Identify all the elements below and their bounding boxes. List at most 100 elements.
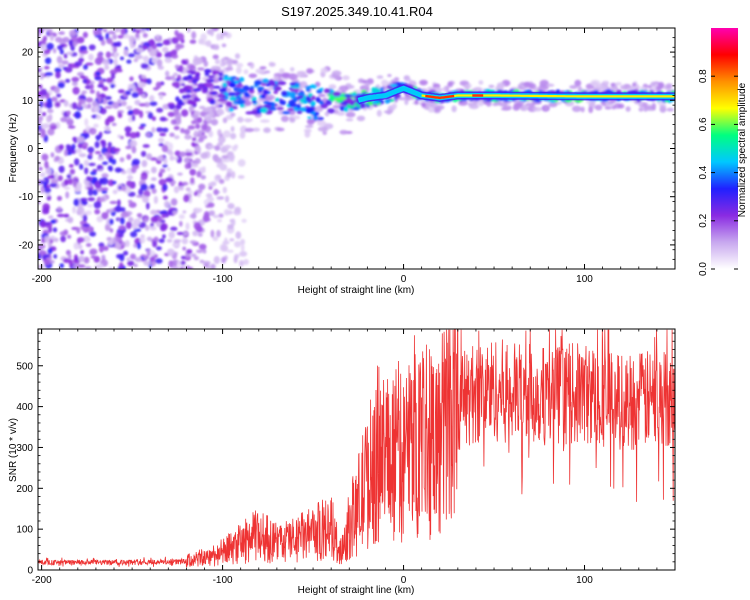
spectrogram-cell [186, 99, 194, 105]
spectrogram-cell [87, 188, 94, 196]
spectrogram-cell [96, 263, 104, 269]
spectrogram-cell [143, 255, 150, 260]
spectrogram-cell [102, 59, 110, 66]
spectrogram-cell [117, 112, 123, 119]
spectrogram-cell [76, 72, 85, 77]
spectrogram-cell [270, 82, 276, 86]
spectrogram-cell [169, 155, 175, 161]
spectrogram-cell [210, 118, 219, 126]
spectrogram-cell [197, 117, 203, 124]
spectrogram-cell [227, 203, 235, 210]
spectrogram-cell [84, 167, 89, 175]
spectrogram-cell [202, 214, 210, 222]
spectrogram-cell [127, 53, 136, 58]
spectrogram-cell [128, 35, 136, 43]
spectrogram-cell [66, 110, 71, 116]
spectrogram-cell [205, 79, 211, 82]
spectrogram-cell [82, 31, 88, 38]
spectrogram-cell [135, 132, 140, 136]
spectrogram-cell [344, 94, 353, 98]
spectrogram-cell [71, 102, 78, 110]
spectrogram-cell [126, 257, 131, 262]
spectrogram-cell [225, 101, 233, 107]
spectrogram-cell [81, 201, 88, 205]
spectrogram-cell [171, 74, 176, 81]
spectrogram-cell [118, 225, 126, 231]
spectrogram-cell [155, 81, 162, 89]
spectrogram-cell [101, 187, 109, 191]
spectrogram-cell [165, 177, 174, 183]
spectrogram-cell [223, 158, 230, 163]
spectrogram-cell [149, 256, 156, 262]
spectrogram-cell [205, 40, 212, 47]
spectrogram-cell [133, 263, 138, 268]
spectrogram-cell [171, 81, 181, 88]
spectrogram-cell [43, 254, 51, 258]
spectrogram-cell [222, 117, 228, 124]
spectrogram-cell [156, 221, 161, 227]
spectrogram-cell [138, 188, 144, 196]
spectrogram-cell [127, 199, 133, 204]
spectrogram-cell [404, 78, 412, 82]
spectrogram-cell [48, 114, 53, 121]
spectrogram-cell [305, 107, 314, 114]
spectrogram-cell [216, 229, 221, 238]
spectrogram-cell [290, 87, 300, 93]
spectrogram-cell [190, 253, 197, 258]
spectrogram-cell [191, 78, 198, 84]
spectrogram-cell [239, 251, 248, 257]
spectrogram-cell [113, 58, 118, 67]
spectrogram-cell [41, 112, 47, 117]
spectrogram-cell [288, 100, 295, 106]
spectrogram-cell [231, 76, 237, 80]
spectrogram-cell [42, 123, 50, 129]
spectrogram-cell [143, 216, 149, 221]
spectrogram-cell [135, 47, 144, 53]
spectrogram-cell [181, 255, 186, 260]
spectrogram-cell [146, 248, 151, 257]
spectrogram-cell [46, 42, 54, 51]
spectrogram-cell [601, 80, 610, 86]
spectrogram-cell [88, 162, 96, 167]
colorbar-tick-label: 0.4 [698, 165, 709, 179]
spectrogram-cell [193, 222, 201, 230]
spectrogram-cell [39, 172, 46, 178]
spectrogram-cell [172, 243, 180, 247]
spectrogram-cell [594, 104, 603, 111]
spectrogram-cell [221, 244, 229, 252]
spectrogram-cell [217, 98, 227, 102]
spectrogram-cell [237, 175, 245, 179]
spectrogram-cell [571, 105, 582, 113]
spectrogram-cell [149, 101, 158, 107]
spectrogram-cell [64, 179, 69, 186]
spectrogram-cell [387, 74, 392, 77]
spectrogram-cell [78, 153, 87, 158]
spectrogram-cell [201, 124, 208, 131]
snr-frame [37, 328, 676, 571]
spectrogram-cell [146, 153, 153, 160]
colorbar-tick-label: 0.8 [698, 69, 709, 83]
spectrogram-cell [296, 71, 307, 78]
spectrogram-cell [115, 243, 122, 250]
spectrogram-cell [171, 54, 179, 59]
spectrogram-cell [58, 64, 65, 68]
spectrogram-cell [239, 260, 244, 267]
spectrogram-cell [176, 43, 185, 49]
spectrogram-cell [63, 100, 69, 107]
spectrogram-cell [123, 250, 129, 256]
spectrogram-cell [115, 64, 122, 69]
spectrogram-cell [282, 111, 291, 115]
spectrogram-cell [322, 131, 327, 135]
spectrogram-cell [188, 190, 194, 194]
spectrogram-cell [305, 88, 311, 92]
spectrogram-cell [72, 206, 77, 214]
spectrogram-cell [268, 86, 275, 91]
spectrogram-cell [419, 79, 428, 86]
spectrogram-cell [72, 81, 78, 87]
spectrogram-cell [197, 83, 205, 88]
spectrogram-cell [136, 213, 143, 218]
spectrogram-cell [96, 114, 102, 120]
spectrogram-cell [169, 132, 175, 137]
spectrogram-cell [204, 68, 212, 74]
spectrogram-cell [136, 242, 141, 250]
